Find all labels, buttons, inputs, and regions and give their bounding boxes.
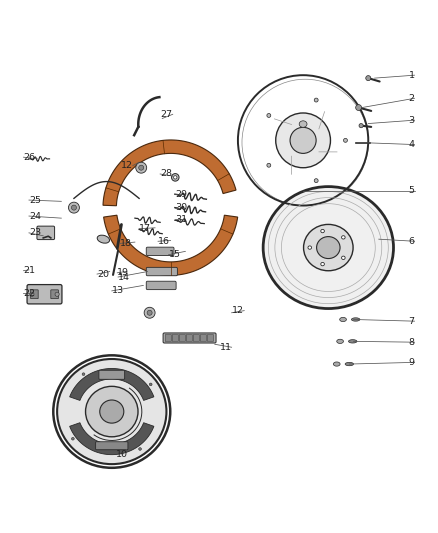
Circle shape (144, 308, 155, 318)
Text: 3: 3 (408, 116, 414, 125)
Ellipse shape (267, 114, 271, 117)
FancyBboxPatch shape (165, 335, 172, 342)
Ellipse shape (343, 139, 347, 142)
Text: 12: 12 (232, 306, 244, 315)
Text: 12: 12 (121, 161, 133, 170)
Circle shape (71, 205, 77, 210)
Ellipse shape (55, 292, 59, 296)
FancyBboxPatch shape (179, 335, 186, 342)
Text: 30: 30 (175, 203, 187, 212)
Text: 25: 25 (29, 196, 41, 205)
Text: 13: 13 (112, 286, 124, 295)
Ellipse shape (351, 318, 360, 321)
Text: 7: 7 (409, 317, 414, 326)
Circle shape (366, 76, 371, 80)
FancyBboxPatch shape (193, 335, 200, 342)
Ellipse shape (139, 448, 141, 450)
Ellipse shape (57, 359, 166, 464)
Ellipse shape (149, 383, 152, 386)
Ellipse shape (317, 237, 340, 259)
Text: 29: 29 (175, 190, 187, 199)
Ellipse shape (342, 256, 345, 260)
Ellipse shape (321, 262, 325, 266)
Ellipse shape (314, 98, 318, 102)
Circle shape (136, 162, 147, 173)
Text: 18: 18 (120, 239, 132, 248)
Ellipse shape (345, 362, 353, 366)
Circle shape (147, 310, 152, 316)
Ellipse shape (304, 224, 353, 271)
Polygon shape (70, 368, 154, 400)
FancyBboxPatch shape (207, 335, 214, 342)
FancyBboxPatch shape (37, 226, 55, 240)
Ellipse shape (172, 174, 179, 181)
FancyBboxPatch shape (163, 333, 216, 343)
Polygon shape (103, 140, 236, 206)
Text: 27: 27 (161, 110, 173, 119)
Ellipse shape (267, 163, 271, 167)
Ellipse shape (100, 400, 124, 423)
Ellipse shape (82, 373, 85, 375)
FancyBboxPatch shape (95, 442, 128, 450)
Ellipse shape (173, 176, 177, 179)
Ellipse shape (308, 246, 311, 249)
Text: 10: 10 (117, 450, 128, 459)
FancyBboxPatch shape (186, 335, 193, 342)
Text: 16: 16 (158, 237, 170, 246)
Text: 5: 5 (409, 187, 414, 195)
Text: 24: 24 (29, 212, 41, 221)
Ellipse shape (290, 127, 316, 154)
Ellipse shape (97, 235, 110, 243)
Ellipse shape (314, 179, 318, 183)
Text: 20: 20 (97, 270, 109, 279)
Ellipse shape (333, 362, 340, 366)
Text: 6: 6 (409, 237, 414, 246)
Polygon shape (70, 423, 154, 455)
Text: 9: 9 (409, 358, 414, 367)
FancyBboxPatch shape (99, 370, 125, 379)
Polygon shape (104, 215, 238, 276)
Circle shape (68, 202, 79, 213)
FancyBboxPatch shape (27, 285, 62, 304)
Ellipse shape (71, 438, 74, 440)
Ellipse shape (337, 339, 343, 343)
Ellipse shape (276, 113, 330, 168)
FancyBboxPatch shape (146, 268, 177, 276)
Text: 15: 15 (169, 250, 180, 259)
Text: 1: 1 (409, 71, 414, 79)
Text: 2: 2 (409, 94, 414, 103)
FancyBboxPatch shape (31, 290, 38, 298)
Text: 26: 26 (24, 152, 35, 161)
Text: 21: 21 (24, 266, 35, 275)
Ellipse shape (85, 386, 138, 437)
Ellipse shape (263, 187, 393, 309)
Ellipse shape (342, 236, 345, 239)
FancyBboxPatch shape (200, 335, 207, 342)
Text: 14: 14 (118, 272, 130, 281)
Ellipse shape (321, 229, 325, 233)
FancyBboxPatch shape (146, 247, 174, 255)
Ellipse shape (30, 292, 34, 296)
Circle shape (359, 124, 363, 128)
Text: 23: 23 (29, 228, 41, 237)
Text: 28: 28 (160, 169, 172, 179)
Text: 11: 11 (219, 343, 232, 352)
Text: 17: 17 (139, 224, 151, 233)
FancyBboxPatch shape (146, 281, 176, 289)
Text: 4: 4 (409, 140, 414, 149)
Text: 22: 22 (24, 289, 35, 298)
Circle shape (356, 104, 361, 110)
Circle shape (139, 165, 144, 170)
Text: 19: 19 (117, 268, 129, 277)
Text: 31: 31 (175, 215, 187, 224)
Text: 8: 8 (409, 338, 414, 346)
Ellipse shape (299, 121, 307, 127)
Ellipse shape (340, 317, 346, 321)
FancyBboxPatch shape (51, 290, 58, 298)
FancyBboxPatch shape (172, 335, 179, 342)
Ellipse shape (349, 340, 357, 343)
